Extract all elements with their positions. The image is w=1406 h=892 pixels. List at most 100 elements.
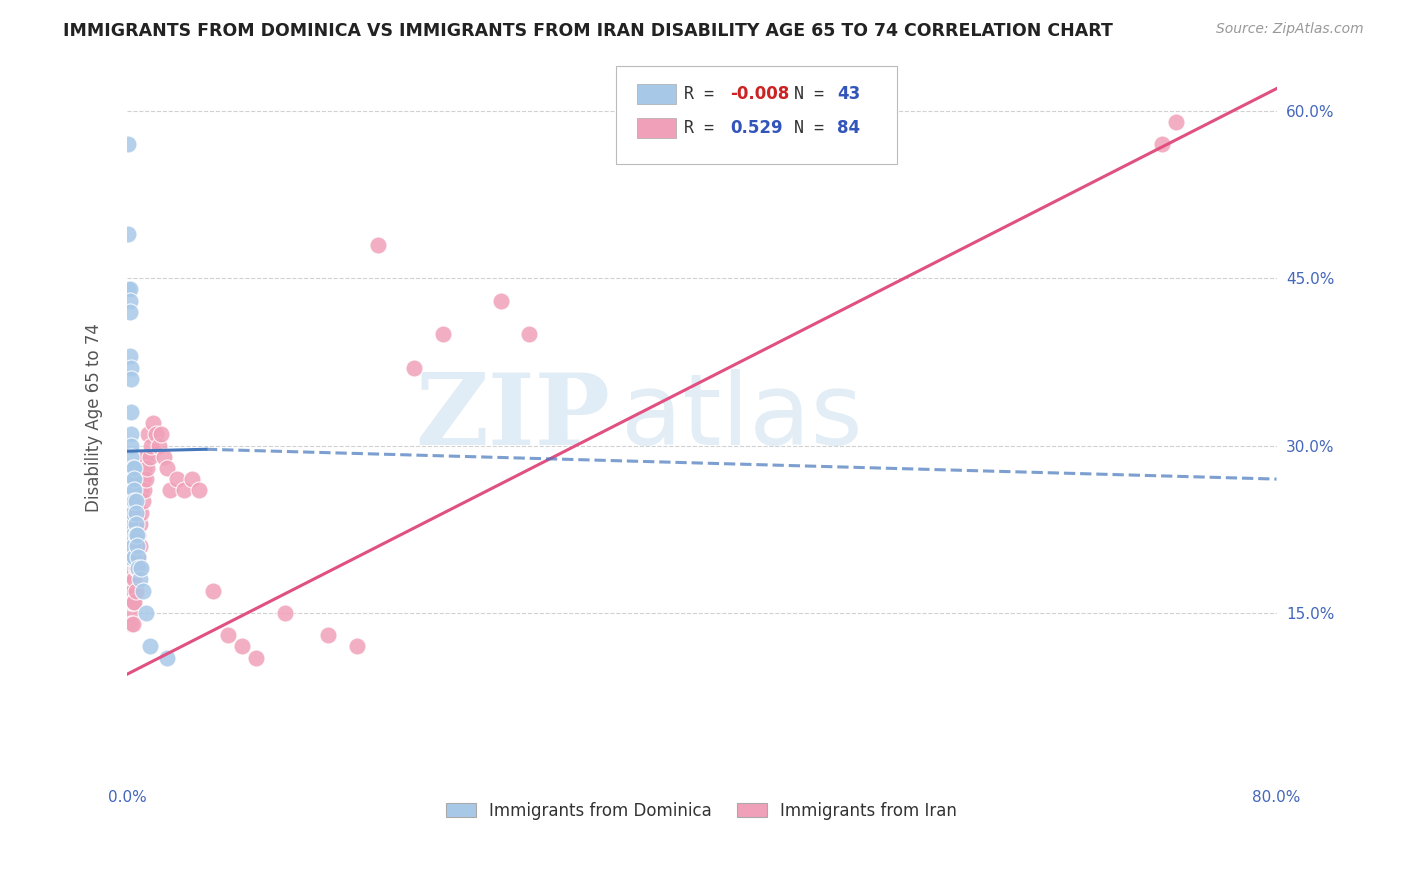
Point bbox=[489, 293, 512, 308]
Point bbox=[129, 561, 152, 575]
Point bbox=[156, 461, 179, 475]
Point bbox=[120, 550, 142, 565]
Y-axis label: Disability Age 65 to 74: Disability Age 65 to 74 bbox=[86, 323, 103, 512]
Point bbox=[118, 583, 141, 598]
Point bbox=[120, 405, 142, 419]
Point bbox=[117, 573, 139, 587]
Point bbox=[127, 550, 149, 565]
Point bbox=[118, 550, 141, 565]
Point bbox=[128, 561, 150, 575]
Point bbox=[159, 483, 181, 498]
Point bbox=[367, 237, 389, 252]
Point bbox=[117, 583, 139, 598]
Point bbox=[121, 539, 143, 553]
Point bbox=[121, 494, 143, 508]
Point bbox=[132, 583, 155, 598]
Point bbox=[316, 628, 339, 642]
Point bbox=[117, 561, 139, 575]
FancyBboxPatch shape bbox=[637, 84, 676, 104]
Point bbox=[118, 561, 141, 575]
Point bbox=[120, 360, 142, 375]
Point bbox=[117, 550, 139, 565]
Point bbox=[128, 516, 150, 531]
Point bbox=[217, 628, 239, 642]
Point bbox=[145, 427, 167, 442]
Point bbox=[118, 528, 141, 542]
Point bbox=[150, 427, 173, 442]
Text: R =: R = bbox=[685, 119, 724, 136]
Point bbox=[166, 472, 188, 486]
Point bbox=[122, 550, 145, 565]
Text: 0.529: 0.529 bbox=[731, 119, 783, 136]
Point bbox=[122, 494, 145, 508]
Point bbox=[122, 528, 145, 542]
Text: -0.008: -0.008 bbox=[731, 86, 790, 103]
Point bbox=[121, 617, 143, 632]
Point bbox=[135, 606, 157, 620]
Point bbox=[121, 483, 143, 498]
Point bbox=[1150, 137, 1173, 152]
Point bbox=[121, 506, 143, 520]
Point bbox=[125, 528, 148, 542]
Point bbox=[127, 550, 149, 565]
Point bbox=[404, 360, 426, 375]
Legend: Immigrants from Dominica, Immigrants from Iran: Immigrants from Dominica, Immigrants fro… bbox=[440, 795, 965, 826]
Point bbox=[117, 539, 139, 553]
Point bbox=[121, 583, 143, 598]
Point bbox=[274, 606, 297, 620]
Text: IMMIGRANTS FROM DOMINICA VS IMMIGRANTS FROM IRAN DISABILITY AGE 65 TO 74 CORRELA: IMMIGRANTS FROM DOMINICA VS IMMIGRANTS F… bbox=[63, 22, 1114, 40]
Point bbox=[245, 650, 267, 665]
FancyBboxPatch shape bbox=[616, 66, 897, 164]
Point bbox=[120, 427, 142, 442]
Point bbox=[120, 617, 142, 632]
Point bbox=[122, 595, 145, 609]
Point bbox=[118, 293, 141, 308]
Point bbox=[121, 516, 143, 531]
Point bbox=[121, 539, 143, 553]
Point bbox=[124, 516, 146, 531]
Text: N =: N = bbox=[794, 86, 834, 103]
Point bbox=[118, 350, 141, 364]
Point bbox=[127, 561, 149, 575]
Point bbox=[187, 483, 209, 498]
Text: N =: N = bbox=[794, 119, 834, 136]
Text: 43: 43 bbox=[838, 86, 860, 103]
Point bbox=[124, 528, 146, 542]
Point bbox=[173, 483, 195, 498]
Point bbox=[121, 461, 143, 475]
Point bbox=[118, 595, 141, 609]
Point bbox=[121, 528, 143, 542]
Point bbox=[120, 450, 142, 464]
Text: atlas: atlas bbox=[621, 369, 863, 467]
Point bbox=[129, 483, 152, 498]
Point bbox=[125, 516, 148, 531]
Point bbox=[118, 304, 141, 318]
Point bbox=[127, 506, 149, 520]
Point bbox=[120, 439, 142, 453]
Point bbox=[122, 494, 145, 508]
Point bbox=[117, 227, 139, 241]
Point bbox=[124, 494, 146, 508]
Point bbox=[346, 640, 368, 654]
Point bbox=[125, 539, 148, 553]
Point bbox=[120, 494, 142, 508]
Point bbox=[122, 483, 145, 498]
Point bbox=[139, 450, 162, 464]
Point bbox=[120, 472, 142, 486]
Point bbox=[120, 561, 142, 575]
Point bbox=[122, 573, 145, 587]
Point bbox=[122, 461, 145, 475]
Point bbox=[122, 550, 145, 565]
Point bbox=[118, 606, 141, 620]
Point bbox=[129, 506, 152, 520]
Point bbox=[118, 550, 141, 565]
Point bbox=[120, 528, 142, 542]
Point bbox=[156, 650, 179, 665]
Point bbox=[117, 282, 139, 296]
Point bbox=[117, 137, 139, 152]
Point bbox=[153, 450, 176, 464]
Point bbox=[1164, 115, 1187, 129]
Point bbox=[134, 461, 156, 475]
Point bbox=[148, 439, 170, 453]
Point bbox=[134, 483, 156, 498]
